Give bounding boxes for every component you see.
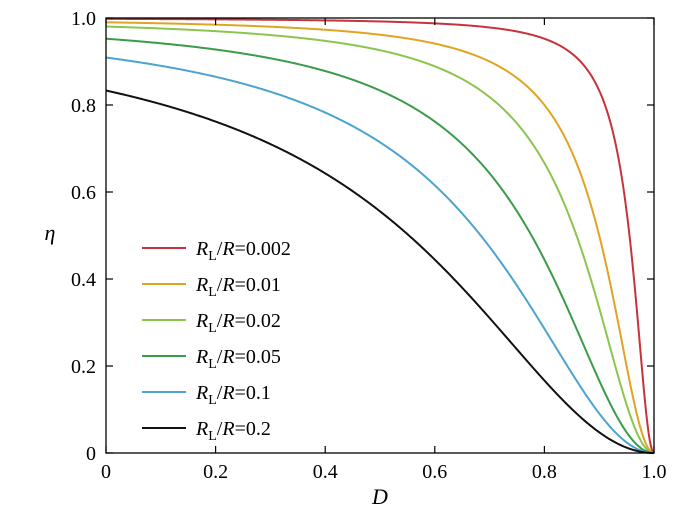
x-tick-label: 0.4 [313,461,338,483]
x-tick-label: 0.2 [203,461,228,483]
plot-frame [105,17,655,454]
series-line-3 [105,37,655,454]
legend-item: RL/R=0.2 [142,418,271,444]
series-curves [105,17,655,454]
x-axis-label: D [371,484,388,509]
series-line-5 [105,89,655,454]
y-tick-label: 0.8 [71,95,96,117]
y-tick-label: 0.2 [71,356,96,378]
legend-item: RL/R=0.1 [142,382,271,408]
legend-item: RL/R=0.05 [142,346,281,372]
legend-label: RL/R=0.2 [195,418,271,444]
legend-item: RL/R=0.01 [142,274,281,300]
series-line-0 [106,17,655,454]
legend-label: RL/R=0.05 [195,346,281,372]
legend-item: RL/R=0.02 [142,310,281,336]
axis-ticks [105,17,655,454]
legend: RL/R=0.002 RL/R=0.01 RL/R=0.02 RL/R=0.05 RL/… [142,238,291,444]
y-tick-label: 1.0 [71,8,96,30]
series-line-2 [105,25,655,454]
legend-item: RL/R=0.002 [142,238,291,264]
axis-tick-labels: 0 0.2 0.4 0.6 0.8 1.0 0 0.2 0.4 0.6 0.8 1.0 [71,8,667,483]
x-tick-label: 1.0 [642,461,667,483]
legend-label: RL/R=0.01 [195,274,281,300]
y-tick-label: 0.4 [71,269,96,291]
legend-label: RL/R=0.1 [195,382,271,408]
legend-label: RL/R=0.002 [195,238,291,264]
y-axis-label: η [45,220,56,245]
x-tick-label: 0.8 [532,461,557,483]
series-line-4 [105,56,655,454]
x-tick-label: 0 [101,461,111,483]
legend-label: RL/R=0.02 [195,310,281,336]
y-tick-label: 0.6 [71,182,96,204]
x-tick-label: 0.6 [422,461,447,483]
y-tick-label: 0 [86,443,96,465]
series-line-1 [105,21,655,454]
